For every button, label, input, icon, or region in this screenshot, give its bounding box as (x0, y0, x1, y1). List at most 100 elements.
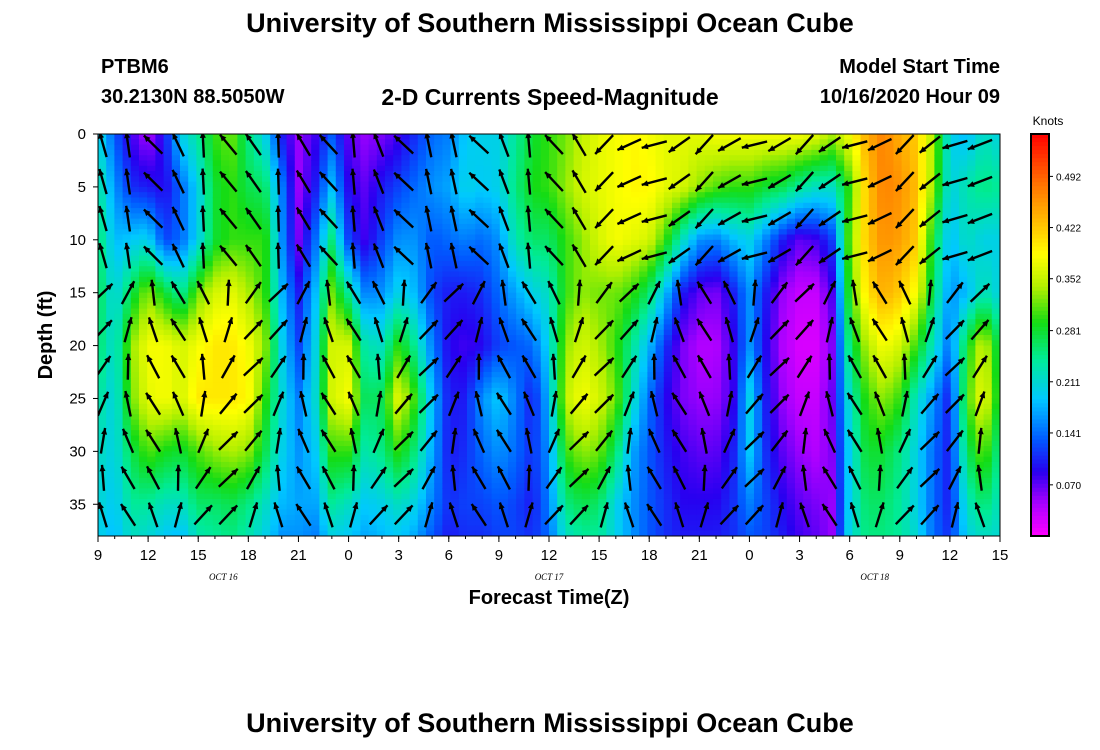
heatmap-cell (327, 530, 337, 536)
heatmap-cell (286, 520, 296, 527)
heatmap-cell (221, 377, 230, 384)
heatmap-cell (270, 255, 279, 262)
heatmap-cell (426, 366, 435, 373)
heatmap-cell (368, 165, 378, 172)
heatmap-cell (434, 377, 443, 384)
heatmap-cell (467, 377, 476, 384)
heatmap-cell (221, 530, 230, 536)
heatmap-cell (262, 472, 271, 479)
heatmap-cell (581, 229, 591, 236)
heatmap-cell (532, 435, 542, 442)
heatmap-cell (475, 208, 484, 214)
heatmap-cell (294, 213, 304, 220)
heatmap-cell (516, 218, 525, 225)
heatmap-cell (139, 202, 148, 209)
heatmap-cell (344, 139, 353, 146)
heatmap-cell (606, 488, 616, 495)
heatmap-cell (344, 329, 353, 336)
heatmap-cell (368, 350, 378, 357)
heatmap-cell (311, 276, 320, 283)
heatmap-cell (327, 461, 337, 468)
heatmap-cell (147, 245, 156, 251)
heatmap-cell (344, 297, 353, 304)
heatmap-cell (631, 366, 640, 373)
heatmap-cell (286, 514, 296, 521)
heatmap-cell (508, 160, 517, 167)
heatmap-cell (483, 530, 493, 536)
heatmap-cell (442, 498, 452, 505)
heatmap-cell (171, 435, 181, 442)
heatmap-cell (499, 149, 509, 156)
heatmap-cell (540, 409, 550, 415)
heatmap-cell (590, 414, 599, 421)
heatmap-cell (311, 356, 320, 363)
heatmap-cell (606, 276, 616, 283)
heatmap-cell (204, 398, 214, 405)
heatmap-cell (524, 446, 534, 452)
heatmap-cell (253, 335, 263, 341)
heatmap-cell (253, 229, 263, 236)
heatmap-cell (450, 345, 460, 352)
heatmap-cell (360, 282, 370, 288)
heatmap-cell (245, 461, 255, 468)
heatmap-cell (614, 488, 624, 495)
heatmap-cell (450, 377, 460, 384)
heatmap-cell (188, 514, 197, 521)
heatmap-cell (212, 345, 222, 352)
heatmap-cell (163, 176, 173, 183)
heatmap-cell (237, 271, 247, 278)
heatmap-cell (631, 181, 640, 188)
heatmap-cell (155, 223, 165, 230)
heatmap-cell (229, 255, 238, 262)
heatmap-cell (262, 345, 271, 352)
heatmap-cell (491, 250, 501, 257)
heatmap-cell (590, 335, 599, 341)
heatmap-cell (319, 461, 329, 468)
heatmap-cell (442, 514, 452, 521)
heatmap-cell (147, 377, 156, 384)
heatmap-cell (319, 255, 329, 262)
heatmap-cell (565, 149, 575, 156)
heatmap-cell (294, 509, 304, 516)
heatmap-cell (130, 186, 140, 193)
heatmap-cell (458, 218, 468, 225)
heatmap-cell (549, 387, 558, 394)
heatmap-cell (499, 239, 509, 246)
heatmap-cell (393, 472, 402, 479)
heatmap-cell (188, 271, 197, 278)
heatmap-cell (155, 509, 165, 516)
heatmap-cell (270, 509, 279, 516)
heatmap-cell (499, 430, 509, 437)
heatmap-cell (565, 498, 575, 505)
heatmap-cell (475, 250, 484, 257)
heatmap-cell (130, 477, 140, 484)
heatmap-cell (368, 398, 378, 405)
heatmap-cell (483, 160, 493, 167)
heatmap-cell (270, 324, 279, 331)
heatmap-cell (188, 287, 197, 294)
heatmap-cell (532, 276, 542, 283)
heatmap-cell (491, 335, 501, 341)
heatmap-cell (139, 213, 148, 220)
heatmap-cell (442, 403, 452, 410)
heatmap-cell (221, 356, 230, 363)
heatmap-cell (139, 530, 148, 536)
heatmap-cell (278, 451, 288, 458)
heatmap-cell (458, 335, 468, 341)
heatmap-cell (114, 424, 124, 431)
heatmap-cell (114, 461, 124, 468)
heatmap-cell (303, 372, 312, 378)
heatmap-cell (106, 139, 115, 146)
heatmap-cell (139, 313, 148, 320)
heatmap-cell (565, 509, 575, 516)
heatmap-cell (188, 430, 197, 437)
heatmap-cell (458, 520, 468, 527)
heatmap-cell (180, 160, 189, 167)
heatmap-cell (434, 424, 443, 431)
heatmap-cell (417, 340, 427, 347)
heatmap-cell (385, 149, 394, 156)
heatmap-cell (458, 461, 468, 468)
heatmap-cell (163, 387, 173, 394)
heatmap-cell (581, 297, 591, 304)
heatmap-cell (622, 250, 632, 257)
